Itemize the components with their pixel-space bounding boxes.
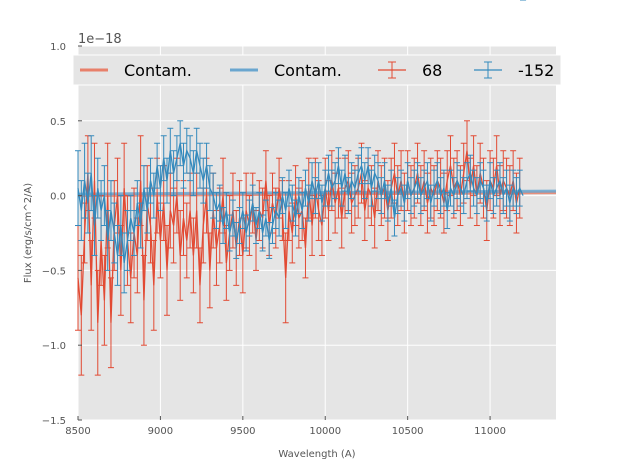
- y-tick-label: 0.5: [50, 117, 66, 128]
- series-line: [77, 143, 524, 264]
- offset-text: 1e−18: [78, 32, 122, 47]
- x-tick-label: 11000: [474, 426, 506, 437]
- x-axis-label: Wavelength (A): [278, 449, 355, 460]
- axis-ticks: 8500 9000 9500 10000 10500 11000 −1.5 −1.0 −0.5 0…: [42, 42, 506, 437]
- x-tick-label: 9000: [148, 426, 173, 437]
- legend-label: Contam.: [274, 61, 342, 80]
- legend-entry: 68: [378, 61, 442, 80]
- y-tick-label: −0.5: [42, 266, 66, 277]
- y-tick-label: −1.0: [42, 341, 66, 352]
- x-tick-label: 8500: [65, 426, 90, 437]
- series--152: [75, 0, 527, 294]
- series-line: [77, 150, 521, 323]
- legend-label: -152: [518, 61, 554, 80]
- y-axis-label: Flux (erg/s/cm^2/A): [23, 183, 34, 283]
- legend-entry: Contam.: [80, 61, 192, 80]
- y-tick-label: −1.5: [42, 416, 66, 427]
- legend-label: 68: [422, 61, 442, 80]
- legend-label: Contam.: [124, 61, 192, 80]
- legend-entry: -152: [474, 61, 554, 80]
- x-tick-label: 9500: [230, 426, 255, 437]
- x-tick-label: 10000: [309, 426, 341, 437]
- x-tick-label: 10500: [392, 426, 424, 437]
- y-tick-label: 1.0: [50, 42, 66, 53]
- y-tick-label: 0.0: [50, 192, 66, 203]
- legend: Contam. Contam. 68 -152: [72, 54, 562, 86]
- legend-entry: Contam.: [230, 61, 342, 80]
- series-layer: [75, 0, 527, 376]
